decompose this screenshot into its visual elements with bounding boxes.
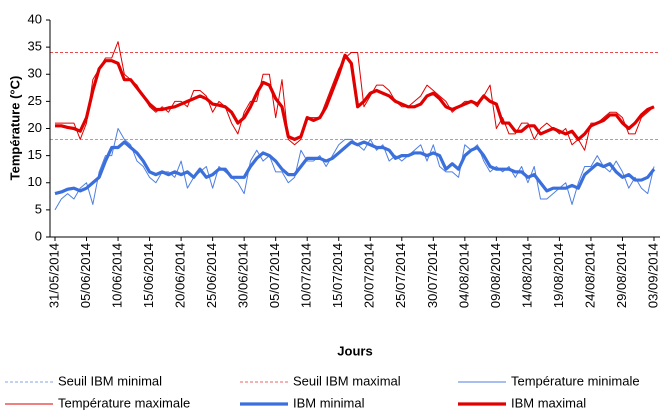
x-tick-label: 19/08/2014	[551, 243, 566, 308]
legend-label: IBM minimal	[293, 395, 365, 410]
y-tick-label: 35	[28, 39, 42, 54]
y-axis-label: Température (°C)	[7, 76, 22, 181]
x-tick-label: 15/07/2014	[330, 243, 345, 308]
x-tick-label: 30/06/2014	[236, 243, 251, 308]
legend-label: IBM maximal	[511, 395, 586, 410]
y-tick-label: 5	[35, 201, 42, 216]
x-tick-label: 14/08/2014	[519, 243, 534, 308]
x-tick-label: 15/06/2014	[141, 243, 156, 308]
x-tick-label: 25/07/2014	[393, 243, 408, 308]
x-tick-label: 25/06/2014	[204, 243, 219, 308]
x-tick-label: 03/09/2014	[645, 243, 660, 308]
x-tick-label: 04/08/2014	[456, 243, 471, 308]
x-tick-label: 05/06/2014	[78, 243, 93, 308]
y-tick-label: 0	[35, 228, 42, 243]
y-tick-label: 40	[28, 11, 42, 26]
legend-label: Seuil IBM maximal	[293, 373, 401, 388]
series-line	[54, 128, 655, 211]
y-tick-label: 15	[28, 147, 42, 162]
x-tick-label: 20/07/2014	[362, 243, 377, 308]
x-tick-label: 10/06/2014	[109, 243, 124, 308]
x-tick-label: 10/07/2014	[299, 243, 314, 308]
x-tick-label: 29/08/2014	[614, 243, 629, 308]
x-tick-label: 24/08/2014	[582, 243, 597, 308]
x-axis-label: Jours	[337, 343, 372, 358]
y-tick-label: 10	[28, 174, 42, 189]
series-line	[55, 53, 655, 141]
x-tick-label: 20/06/2014	[173, 243, 188, 308]
x-tick-label: 30/07/2014	[425, 243, 440, 308]
y-tick-label: 20	[28, 120, 42, 135]
x-tick-label: 31/05/2014	[46, 243, 61, 308]
x-tick-label: 05/07/2014	[267, 243, 282, 308]
x-tick-label: 09/08/2014	[488, 243, 503, 308]
legend-label: Température minimale	[511, 373, 640, 388]
y-tick-label: 30	[28, 66, 42, 81]
legend-label: Température maximale	[58, 395, 190, 410]
legend-label: Seuil IBM minimal	[58, 373, 162, 388]
y-tick-label: 25	[28, 93, 42, 108]
series-line	[54, 140, 656, 196]
